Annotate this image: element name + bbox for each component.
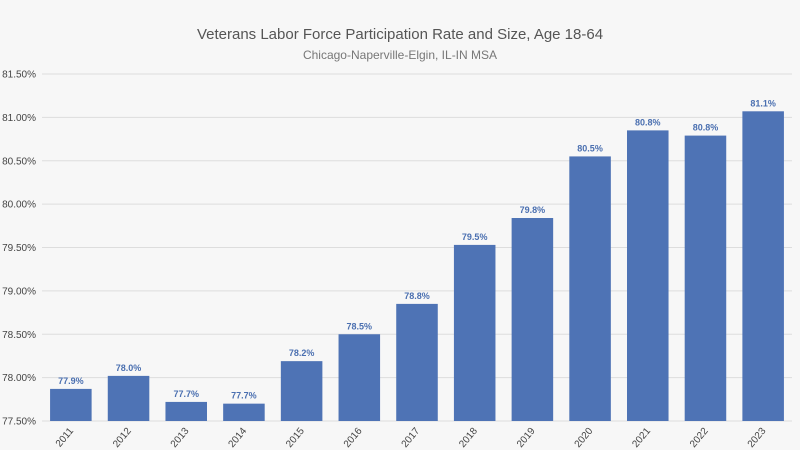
bar-2019 bbox=[511, 218, 554, 421]
y-tick-label: 77.50% bbox=[2, 417, 36, 428]
y-tick-label: 78.00% bbox=[2, 373, 36, 384]
data-label-2016: 78.5% bbox=[347, 321, 373, 331]
x-tick-label: 2016 bbox=[342, 426, 365, 450]
x-tick-label: 2022 bbox=[688, 426, 711, 450]
data-label-2017: 78.8% bbox=[404, 291, 430, 301]
data-label-2013: 77.7% bbox=[173, 389, 199, 399]
data-label-2020: 80.5% bbox=[577, 143, 603, 153]
y-tick-label: 80.00% bbox=[2, 200, 36, 211]
x-tick-label: 2021 bbox=[630, 426, 653, 450]
x-tick-label: 2012 bbox=[111, 426, 134, 450]
x-tick-label: 2014 bbox=[226, 426, 249, 450]
chart-title: Veterans Labor Force Participation Rate … bbox=[196, 26, 604, 43]
bar-2016 bbox=[338, 334, 381, 421]
bar-2023 bbox=[742, 111, 784, 422]
x-tick-label: 2018 bbox=[457, 426, 480, 450]
bar-2021 bbox=[627, 130, 669, 421]
y-tick-label: 78.50% bbox=[2, 330, 36, 341]
chart-subtitle: Chicago-Naperville-Elgin, IL-IN MSA bbox=[302, 48, 498, 62]
x-tick-label: 2017 bbox=[400, 426, 423, 450]
bars bbox=[50, 111, 784, 422]
bar-2017 bbox=[396, 303, 438, 421]
bar-2014 bbox=[223, 403, 265, 421]
x-tick-label: 2015 bbox=[284, 426, 307, 450]
data-label-2011: 77.9% bbox=[58, 376, 84, 386]
y-tick-label: 81.50% bbox=[2, 70, 36, 81]
bar-2013 bbox=[165, 401, 207, 421]
y-tick-label: 79.50% bbox=[2, 243, 36, 254]
data-label-2014: 77.7% bbox=[231, 391, 257, 401]
bar-2011 bbox=[50, 388, 92, 421]
data-label-2022: 80.8% bbox=[693, 123, 719, 133]
data-label-2023: 81.1% bbox=[750, 98, 776, 108]
x-tick-label: 2019 bbox=[515, 426, 538, 450]
y-tick-label: 79.00% bbox=[2, 286, 36, 297]
bar-2022 bbox=[684, 135, 727, 421]
x-tick-label: 2013 bbox=[169, 426, 192, 450]
data-label-2015: 78.2% bbox=[289, 348, 315, 358]
data-label-2012: 78.0% bbox=[116, 363, 142, 373]
data-labels: 77.9% 78.0% 77.7% 77.7% 78.2% 78.5% 78.8% 79.5%… bbox=[58, 98, 776, 400]
data-label-2021: 80.8% bbox=[635, 117, 661, 127]
bar-2020 bbox=[569, 156, 611, 421]
bar-2018 bbox=[453, 244, 496, 421]
y-tick-label: 81.00% bbox=[2, 113, 36, 124]
y-tick-label: 80.50% bbox=[2, 156, 36, 167]
data-label-2019: 79.8% bbox=[520, 205, 546, 215]
x-tick-label: 2023 bbox=[746, 426, 769, 450]
x-axis-ticks: 2011 2012 2013 2014 2015 2016 2017 2018 2019 2020… bbox=[54, 426, 769, 450]
data-label-2018: 79.5% bbox=[462, 232, 488, 242]
x-tick-label: 2011 bbox=[54, 426, 77, 450]
y-axis-ticks: 77.50% 78.00% 78.50% 79.00% 79.50% 80.00% 80.5… bbox=[2, 70, 36, 428]
bar-2015 bbox=[280, 361, 323, 421]
bar-2012 bbox=[107, 375, 150, 421]
x-tick-label: 2020 bbox=[573, 426, 596, 450]
